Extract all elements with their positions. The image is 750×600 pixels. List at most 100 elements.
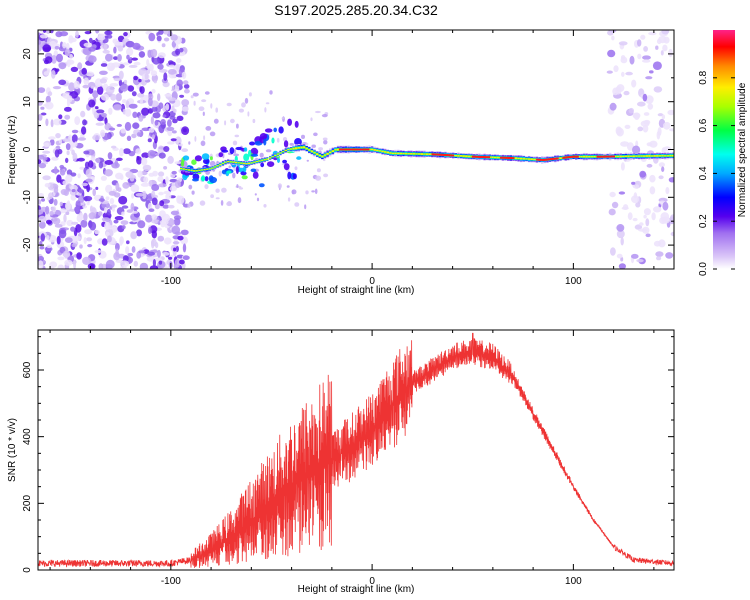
heatmap-noise-cell (38, 154, 45, 160)
heatmap-blob (252, 171, 259, 179)
heatmap-noise-cell (54, 45, 60, 50)
heatmap-peak-cell (353, 148, 356, 151)
heatmap-noise-cell (109, 197, 115, 205)
heatmap-noise-cell (168, 64, 175, 68)
snr-plot-frame (37, 329, 675, 571)
heatmap-scatter-cell (187, 203, 191, 209)
heatmap-noise-cell (58, 62, 67, 70)
heatmap-noise-cell (77, 137, 87, 141)
heatmap-noise-cell (657, 113, 664, 117)
heatmap-noise-cell (59, 264, 64, 269)
heatmap-scatter-cell (198, 106, 205, 111)
heatmap-noise-cell (172, 118, 178, 124)
heatmap-noise-cell (649, 140, 658, 148)
heatmap-peak-cell (576, 155, 579, 158)
heatmap-scatter-cell (313, 132, 318, 137)
heatmap-scatter-cell (194, 136, 197, 142)
heatmap-noise-cell (137, 92, 145, 98)
heatmap-noise-cell (50, 119, 54, 128)
heatmap-noise-cell (159, 200, 165, 207)
heatmap-peak-cell (574, 155, 577, 158)
heatmap-ridge-cell (588, 156, 591, 158)
heatmap-blob (283, 140, 289, 148)
heatmap-scatter-cell (209, 131, 216, 137)
heatmap-noise-cell (184, 88, 190, 94)
heatmap-ridge-cell (203, 169, 206, 171)
heatmap-peak-cell (538, 158, 541, 161)
heatmap-ridge-cell (321, 155, 324, 158)
heatmap-noise-cell (141, 170, 148, 176)
heatmap-noise-cell (115, 93, 122, 102)
heatmap-noise-cell (157, 93, 161, 102)
heatmap-peak-cell (501, 156, 505, 159)
heatmap-noise-cell (141, 107, 150, 116)
heatmap-ridge-cell (193, 170, 196, 172)
heatmap-ridge-cell (316, 153, 319, 155)
heatmap-ridge-cell (399, 152, 403, 155)
heatmap-noise-cell (129, 176, 135, 182)
heatmap-noise-cell (38, 255, 44, 262)
heatmap-noise-cell (77, 62, 83, 70)
heatmap-noise-cell (663, 121, 671, 130)
heatmap-ridge-cell (302, 146, 306, 149)
heatmap-ridge-cell (496, 156, 499, 159)
heatmap-noise-cell (58, 79, 67, 86)
heatmap-noise-cell (135, 148, 142, 155)
heatmap-scatter-cell (314, 188, 318, 195)
heatmap-noise-cell (107, 152, 113, 160)
heatmap-scatter-cell (318, 147, 323, 151)
heatmap-noise-cell (113, 192, 121, 198)
heatmap-ridge-cell (635, 155, 638, 157)
heatmap-peak-cell (479, 156, 483, 158)
heatmap-noise-cell (82, 84, 90, 89)
heatmap-noise-cell (147, 149, 156, 159)
heatmap-noise-cell (99, 70, 108, 76)
heatmap-ridge-cell (624, 155, 628, 157)
heatmap-peak-cell (606, 155, 609, 158)
heatmap-noise-cell (80, 219, 88, 228)
heatmap-peak-cell (367, 148, 370, 151)
heatmap-noise-cell (627, 212, 633, 221)
heatmap-noise-cell (631, 79, 637, 88)
heatmap-noise-cell (108, 107, 113, 115)
heatmap-ridge-cell (640, 155, 643, 157)
heatmap-scatter-cell (215, 197, 220, 200)
heatmap-peak-cell (608, 155, 611, 158)
heatmap-ridge-cell (200, 169, 204, 171)
heatmap-noise-cell (164, 93, 172, 97)
heatmap-ridge-cell (279, 152, 282, 154)
heatmap-noise-cell (139, 86, 145, 94)
heatmap-noise-cell (65, 157, 69, 163)
heatmap-ridge-cell (269, 157, 272, 159)
heatmap-noise-cell (123, 31, 128, 37)
heatmap-noise-cell (645, 233, 651, 238)
heatmap-peak-cell (346, 148, 350, 151)
heatmap-noise-cell (56, 235, 61, 245)
colorbar-tick-label: 0.0 (698, 262, 709, 276)
heatmap-noise-cell (177, 235, 184, 241)
heatmap-scatter-cell (201, 99, 207, 103)
heatmap-noise-cell (126, 47, 134, 57)
heatmap-noise-cell (131, 133, 137, 139)
heatmap-noise-cell (669, 128, 674, 132)
heatmap-noise-cell (85, 178, 93, 183)
heatmap-peak-cell (363, 148, 366, 151)
heatmap-peak-cell (435, 153, 438, 156)
heatmap-scatter-cell (311, 190, 315, 193)
heatmap-noise-cell (670, 214, 674, 222)
heatmap-peak-cell (505, 156, 509, 159)
heatmap-noise-cell (174, 258, 181, 268)
heatmap-noise-cell (162, 252, 170, 256)
heatmap-scatter-cell (252, 118, 256, 124)
heatmap-noise-cell (78, 188, 84, 194)
heatmap-noise-cell (83, 42, 93, 48)
heatmap-noise-cell (168, 256, 173, 260)
heatmap-noise-cell (45, 95, 51, 104)
heatmap-peak-cell (487, 156, 491, 159)
heatmap-scatter-cell (314, 110, 321, 114)
heatmap-noise-cell (113, 225, 117, 234)
heatmap-noise-cell (158, 191, 164, 196)
heatmap-peak-cell (349, 148, 352, 151)
heatmap-blob (221, 149, 229, 153)
heatmap-noise-cell (165, 176, 169, 185)
